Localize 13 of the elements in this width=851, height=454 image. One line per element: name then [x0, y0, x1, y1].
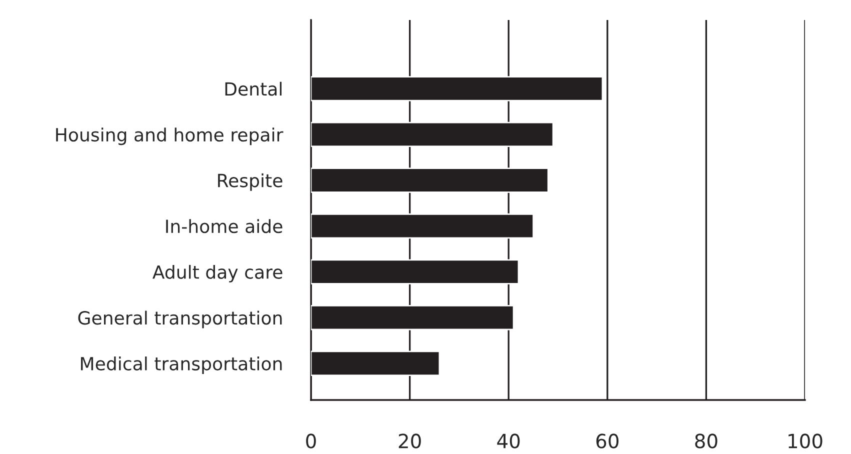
x-tick-label: 0 — [306, 434, 316, 448]
y-tick-label: Adult day care — [152, 264, 282, 282]
y-tick-label: Medical transportation — [81, 356, 282, 374]
y-tick-label: Respite — [218, 173, 282, 191]
y-tick-label: General transportation — [78, 310, 282, 328]
y-tick-label: In-home aide — [166, 219, 282, 234]
x-tick-label: 60 — [596, 434, 618, 448]
x-tick-label: 40 — [497, 434, 520, 448]
y-tick-label: Housing and home repair — [56, 128, 284, 146]
x-tick-label: 80 — [695, 434, 718, 448]
y-tick-label: Dental — [225, 82, 282, 96]
x-tick-label: 100 — [788, 434, 822, 448]
x-tick-label: 20 — [398, 434, 421, 448]
